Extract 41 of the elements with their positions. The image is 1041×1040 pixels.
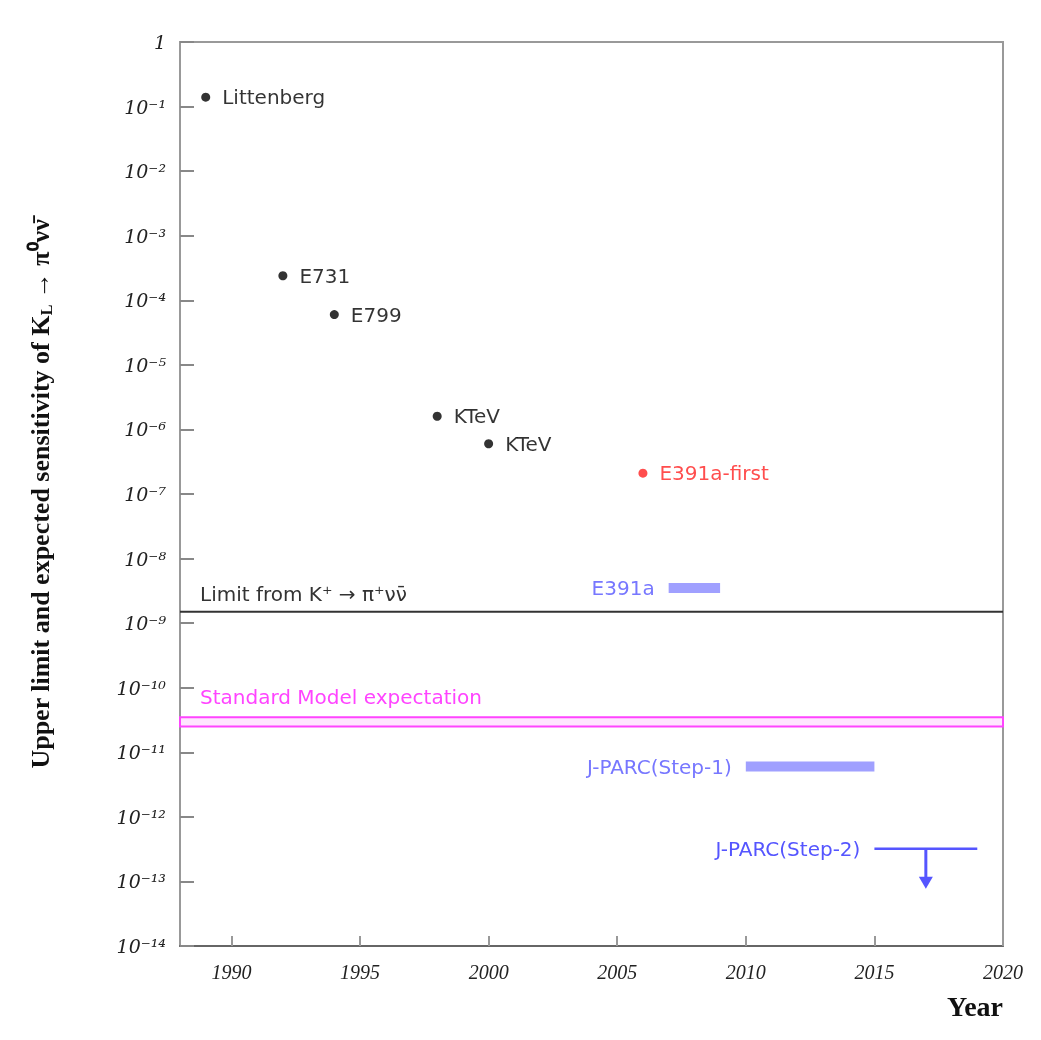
x-axis-title: Year bbox=[947, 990, 1003, 1022]
y-tick-label: 10⁻⁵ bbox=[124, 353, 167, 376]
series-label: E731 bbox=[299, 263, 351, 288]
point bbox=[329, 310, 339, 320]
y-tick-label: 10⁻⁶ bbox=[124, 418, 167, 441]
x-tick-label: 2005 bbox=[597, 961, 638, 983]
y-tick-label: 10⁻² bbox=[124, 160, 166, 183]
y-tick-label: 10⁻¹³ bbox=[116, 870, 166, 893]
point bbox=[484, 439, 494, 449]
point bbox=[638, 468, 648, 478]
y-tick-label: 10⁻⁷ bbox=[124, 483, 167, 505]
band-label: Standard Model expectation bbox=[200, 685, 482, 710]
series-label: KTeV bbox=[453, 404, 501, 429]
y-tick-label: 10⁻¹⁰ bbox=[116, 676, 167, 699]
point bbox=[201, 92, 211, 102]
x-tick-label: 2015 bbox=[854, 961, 895, 983]
y-tick-label: 10⁻⁴ bbox=[124, 289, 166, 312]
y-tick-label: 10⁻¹² bbox=[116, 805, 166, 828]
y-tick-label: 10⁻³ bbox=[124, 224, 166, 247]
x-tick-label: 2010 bbox=[725, 961, 766, 983]
y-tick-label: 10⁻⁹ bbox=[124, 612, 167, 635]
x-tick-label: 1995 bbox=[340, 961, 381, 983]
x-tick-label: 2020 bbox=[983, 961, 1023, 983]
y-tick-label: 1 bbox=[153, 31, 166, 53]
ref-line-label: Limit from K⁺ → π⁺νν̄ bbox=[200, 581, 407, 606]
series-label: E391a-first bbox=[659, 461, 769, 486]
series-label: Littenberg bbox=[222, 85, 326, 110]
x-tick-label: 1990 bbox=[211, 961, 252, 983]
series-label: E799 bbox=[350, 302, 402, 327]
y-tick-label: 10⁻⁸ bbox=[124, 547, 167, 570]
series-label: J-PARC(Step-1) bbox=[584, 754, 732, 779]
y-axis-title: Upper limit and expected sensitivity of KL → π⁰νν̄ bbox=[25, 215, 55, 769]
series-label: J-PARC(Step-2) bbox=[713, 836, 861, 861]
y-tick-label: 10⁻¹⁴ bbox=[116, 935, 166, 957]
y-tick-label: 10⁻¹ bbox=[124, 95, 166, 118]
point bbox=[278, 271, 288, 281]
x-tick-label: 2000 bbox=[468, 961, 509, 983]
series-label: E391a bbox=[591, 576, 655, 601]
y-tick-label: 10⁻¹¹ bbox=[116, 741, 166, 764]
point bbox=[432, 411, 442, 421]
series-label: KTeV bbox=[505, 431, 552, 456]
